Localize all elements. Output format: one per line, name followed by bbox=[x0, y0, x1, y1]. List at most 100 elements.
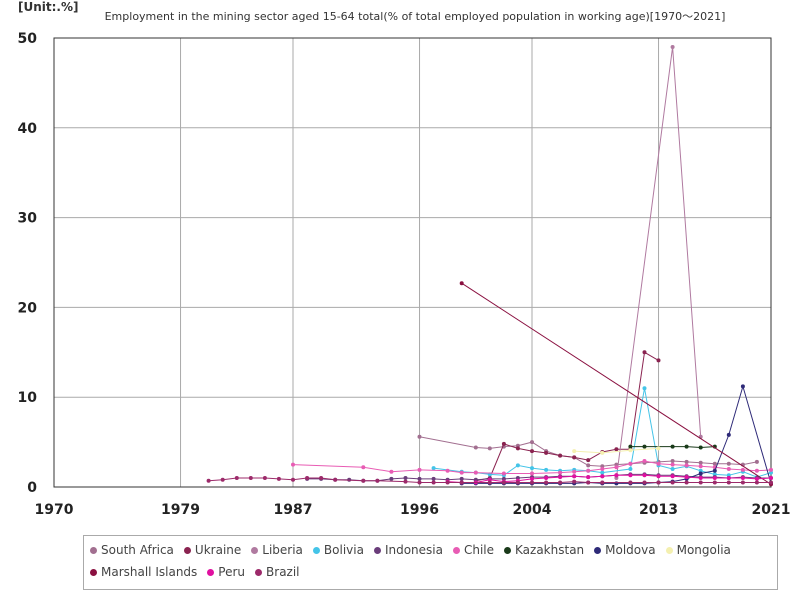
data-point-brazil bbox=[769, 480, 773, 485]
data-point-indonesia bbox=[403, 476, 408, 480]
data-point-indonesia bbox=[459, 476, 464, 481]
data-point-chile bbox=[628, 461, 633, 466]
data-point-moldova bbox=[726, 432, 731, 437]
legend-item-mongolia: Mongolia bbox=[665, 541, 731, 559]
legend-swatch-peru bbox=[207, 568, 215, 576]
data-point-bolivia bbox=[530, 466, 534, 471]
data-point-brazil bbox=[544, 480, 549, 485]
data-point-chile bbox=[726, 467, 731, 471]
data-point-chile bbox=[642, 459, 647, 463]
data-point-chile bbox=[586, 468, 591, 473]
data-point-ukraine bbox=[642, 350, 647, 355]
data-point-chile bbox=[754, 468, 759, 473]
x-tick-label: 2004 bbox=[513, 502, 552, 518]
data-point-brazil bbox=[684, 480, 689, 485]
data-point-brazil bbox=[291, 477, 295, 482]
x-tick-label: 2013 bbox=[639, 502, 678, 518]
data-point-brazil bbox=[726, 480, 731, 485]
data-point-brazil bbox=[628, 480, 633, 485]
unit-label: [Unit:.%] bbox=[18, 0, 79, 14]
data-point-brazil bbox=[220, 477, 225, 482]
data-point-peru bbox=[769, 476, 773, 480]
data-point-peru bbox=[530, 476, 534, 481]
legend-item-chile: Chile bbox=[452, 541, 494, 559]
data-point-peru bbox=[558, 475, 563, 480]
data-point-kazakhstan bbox=[684, 444, 689, 449]
x-tick-label: 1996 bbox=[400, 502, 439, 518]
legend-label-moldova: Moldova bbox=[605, 543, 656, 557]
series-marshall-islands bbox=[459, 281, 773, 487]
legend-swatch-indonesia bbox=[373, 546, 381, 554]
legend-label-south-africa: South Africa bbox=[101, 543, 174, 557]
data-point-ukraine bbox=[572, 455, 577, 460]
data-point-chile bbox=[614, 465, 619, 470]
data-point-chile bbox=[473, 470, 478, 475]
data-point-peru bbox=[740, 476, 745, 480]
data-point-brazil bbox=[417, 480, 422, 485]
legend-label-brazil: Brazil bbox=[266, 565, 300, 579]
data-point-bolivia bbox=[431, 466, 436, 471]
legend-swatch-bolivia bbox=[312, 546, 320, 554]
data-point-brazil bbox=[698, 480, 703, 485]
data-point-peru bbox=[544, 476, 549, 480]
legend-label-liberia: Liberia bbox=[262, 543, 303, 557]
data-point-brazil bbox=[558, 480, 563, 485]
x-tick-label: 1987 bbox=[274, 502, 313, 518]
legend-item-bolivia: Bolivia bbox=[312, 541, 364, 559]
data-point-ukraine bbox=[614, 447, 619, 452]
data-point-brazil bbox=[740, 480, 745, 485]
line-chart: 1970 1979 1987 1996 2004 2013 2021 0 10 20 30 40 50 bbox=[18, 31, 791, 518]
data-point-peru bbox=[586, 475, 591, 480]
series-line-moldova bbox=[461, 384, 772, 484]
data-point-brazil bbox=[642, 480, 647, 485]
legend-label-kazakhstan: Kazakhstan bbox=[515, 543, 585, 557]
data-point-kazakhstan bbox=[698, 445, 703, 450]
data-point-bolivia bbox=[515, 463, 520, 468]
legend-item-peru: Peru bbox=[207, 563, 245, 581]
data-point-brazil bbox=[754, 480, 759, 485]
data-point-liberia bbox=[670, 45, 675, 49]
data-point-chile bbox=[572, 469, 577, 474]
y-tick-label: 30 bbox=[18, 211, 38, 227]
data-point-moldova bbox=[712, 468, 717, 473]
data-point-kazakhstan bbox=[670, 444, 675, 449]
data-point-chile bbox=[459, 470, 464, 475]
data-point-ukraine bbox=[530, 449, 534, 454]
data-point-chile bbox=[656, 461, 661, 466]
data-point-peru bbox=[670, 474, 675, 479]
data-point-peru bbox=[600, 474, 605, 479]
data-point-chile bbox=[670, 462, 675, 467]
data-point-mongolia bbox=[628, 448, 633, 453]
data-point-kazakhstan bbox=[628, 444, 633, 449]
data-point-bolivia bbox=[670, 467, 675, 471]
data-point-moldova bbox=[740, 384, 745, 389]
data-point-south-africa bbox=[712, 461, 717, 466]
y-tick-label: 10 bbox=[18, 390, 38, 406]
data-point-indonesia bbox=[417, 476, 422, 481]
legend-swatch-brazil bbox=[255, 568, 263, 576]
data-point-chile bbox=[769, 467, 773, 472]
legend-item-marshall-islands: Marshall Islands bbox=[90, 563, 197, 581]
legend-swatch-south-africa bbox=[90, 546, 97, 554]
data-point-indonesia bbox=[389, 476, 394, 481]
data-point-brazil bbox=[333, 477, 338, 482]
y-tick-label: 40 bbox=[18, 121, 38, 137]
data-point-chile bbox=[684, 463, 689, 468]
data-point-brazil bbox=[459, 480, 464, 485]
series-line-kazakhstan bbox=[630, 446, 715, 449]
data-point-ukraine bbox=[558, 453, 563, 458]
data-point-peru bbox=[614, 473, 619, 478]
data-point-peru bbox=[572, 474, 577, 479]
legend-swatch-moldova bbox=[594, 546, 602, 554]
data-point-bolivia bbox=[600, 470, 605, 475]
chart-title: Employment in the mining sector aged 15-… bbox=[104, 10, 726, 23]
legend-label-marshall-islands: Marshall Islands bbox=[101, 565, 198, 579]
legend-swatch-marshall-islands bbox=[90, 568, 97, 576]
data-point-kazakhstan bbox=[642, 444, 647, 449]
data-point-chile bbox=[698, 464, 703, 469]
y-tick-label: 0 bbox=[27, 480, 37, 496]
grid-lines bbox=[54, 38, 771, 487]
data-point-peru bbox=[642, 473, 647, 478]
data-point-south-africa bbox=[487, 446, 492, 451]
legend-item-moldova: Moldova bbox=[594, 541, 656, 559]
